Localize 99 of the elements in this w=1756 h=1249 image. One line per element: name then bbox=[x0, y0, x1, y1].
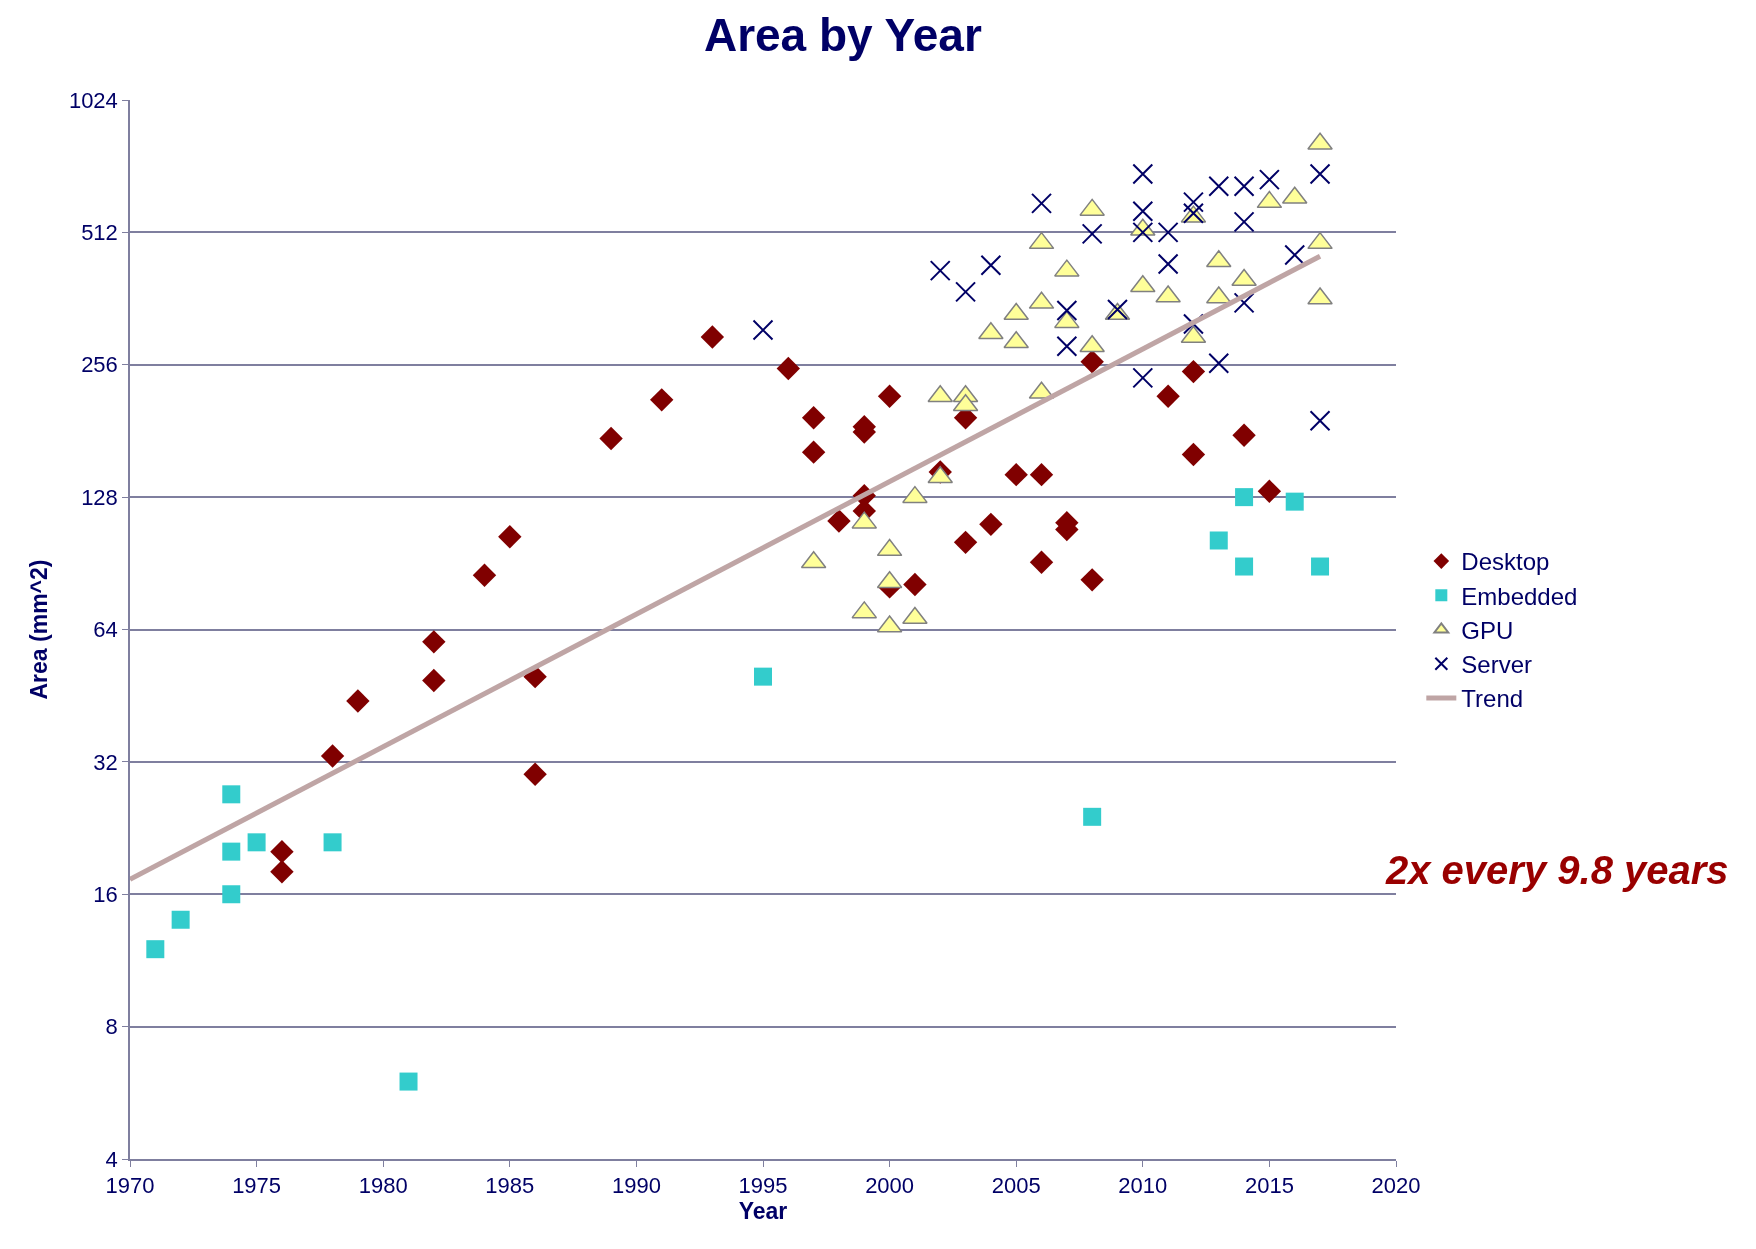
point bbox=[1056, 335, 1078, 357]
point bbox=[1233, 292, 1255, 314]
legend-label: Embedded bbox=[1461, 582, 1578, 610]
point bbox=[146, 940, 165, 959]
y-tick-label: 64 bbox=[93, 617, 118, 643]
point bbox=[1233, 175, 1255, 197]
point bbox=[827, 509, 851, 533]
point bbox=[247, 833, 266, 852]
point bbox=[1285, 492, 1304, 511]
point bbox=[1209, 531, 1228, 550]
y-axis-title: Area (mm^2) bbox=[25, 559, 52, 700]
x-tick-label: 1985 bbox=[485, 1173, 535, 1199]
point bbox=[523, 762, 547, 786]
point bbox=[1083, 807, 1102, 826]
point bbox=[1235, 557, 1254, 576]
point bbox=[270, 839, 294, 864]
point bbox=[1157, 253, 1179, 275]
point bbox=[650, 388, 674, 412]
point bbox=[1235, 488, 1254, 507]
point bbox=[1182, 191, 1204, 213]
point bbox=[955, 281, 977, 303]
point bbox=[1309, 410, 1331, 432]
y-tick-label: 32 bbox=[93, 749, 118, 775]
point bbox=[1182, 313, 1204, 335]
point bbox=[1056, 300, 1078, 322]
point bbox=[422, 630, 446, 654]
point bbox=[1181, 442, 1206, 467]
x-tick-label: 2005 bbox=[991, 1173, 1041, 1199]
point bbox=[323, 833, 342, 852]
point bbox=[801, 406, 826, 430]
point bbox=[1232, 423, 1256, 447]
x-tick-label: 1975 bbox=[232, 1173, 282, 1199]
y-tick-label: 1024 bbox=[68, 87, 118, 113]
point bbox=[1004, 462, 1028, 487]
point bbox=[1031, 192, 1053, 214]
point bbox=[399, 1072, 418, 1091]
point bbox=[1284, 244, 1306, 266]
point bbox=[1181, 359, 1206, 384]
y-tick-label: 4 bbox=[105, 1146, 118, 1172]
point bbox=[929, 260, 951, 282]
point bbox=[599, 426, 623, 451]
point bbox=[1029, 550, 1054, 574]
point bbox=[171, 910, 190, 929]
point bbox=[754, 667, 772, 686]
point bbox=[422, 668, 446, 693]
x-tick-label: 2020 bbox=[1371, 1173, 1421, 1199]
point bbox=[1132, 200, 1154, 222]
point bbox=[979, 512, 1003, 537]
y-tick-label: 128 bbox=[81, 484, 118, 510]
point bbox=[1132, 221, 1154, 243]
x-axis-title: Year bbox=[738, 1198, 788, 1225]
y-tick-label: 8 bbox=[105, 1014, 118, 1040]
point bbox=[222, 842, 241, 861]
point bbox=[1233, 211, 1255, 233]
point bbox=[801, 440, 826, 464]
point bbox=[700, 325, 725, 349]
point bbox=[1257, 479, 1282, 503]
legend-label: GPU bbox=[1461, 616, 1514, 644]
point bbox=[1080, 350, 1104, 374]
legend-label: Server bbox=[1461, 651, 1533, 679]
point bbox=[980, 254, 1002, 276]
point bbox=[1132, 367, 1154, 389]
point bbox=[877, 384, 902, 409]
x-tick-label: 2010 bbox=[1118, 1173, 1168, 1199]
point bbox=[222, 785, 241, 804]
point bbox=[1208, 352, 1230, 374]
x-tick-label: 1980 bbox=[358, 1173, 408, 1199]
point bbox=[776, 356, 801, 381]
point bbox=[953, 530, 978, 555]
point bbox=[1311, 557, 1330, 576]
point bbox=[270, 860, 294, 884]
point bbox=[346, 689, 370, 713]
point bbox=[1208, 175, 1230, 197]
annotation: 2x every 9.8 years bbox=[1385, 848, 1729, 892]
y-tick-label: 512 bbox=[81, 220, 118, 246]
x-tick-label: 1990 bbox=[611, 1173, 661, 1199]
x-tick-label: 2015 bbox=[1244, 1173, 1294, 1199]
point bbox=[1309, 163, 1331, 185]
y-tick-label: 16 bbox=[93, 881, 118, 907]
x-tick-label: 2000 bbox=[865, 1173, 915, 1199]
point bbox=[498, 525, 522, 549]
point bbox=[1156, 384, 1180, 409]
point bbox=[1132, 163, 1154, 185]
x-tick-label: 1970 bbox=[105, 1173, 155, 1199]
point bbox=[1157, 221, 1179, 243]
point bbox=[1258, 169, 1280, 191]
point bbox=[1029, 462, 1054, 487]
legend-label: Trend bbox=[1461, 685, 1524, 713]
point bbox=[472, 563, 497, 588]
point bbox=[752, 319, 774, 341]
legend-label: Desktop bbox=[1461, 548, 1550, 576]
point bbox=[903, 572, 927, 597]
x-tick-label: 1995 bbox=[738, 1173, 788, 1199]
point bbox=[1081, 223, 1103, 245]
chart-title: Area by Year bbox=[703, 8, 982, 61]
point bbox=[222, 885, 241, 904]
point bbox=[1080, 568, 1104, 592]
point bbox=[320, 744, 345, 768]
y-tick-label: 256 bbox=[81, 352, 118, 378]
